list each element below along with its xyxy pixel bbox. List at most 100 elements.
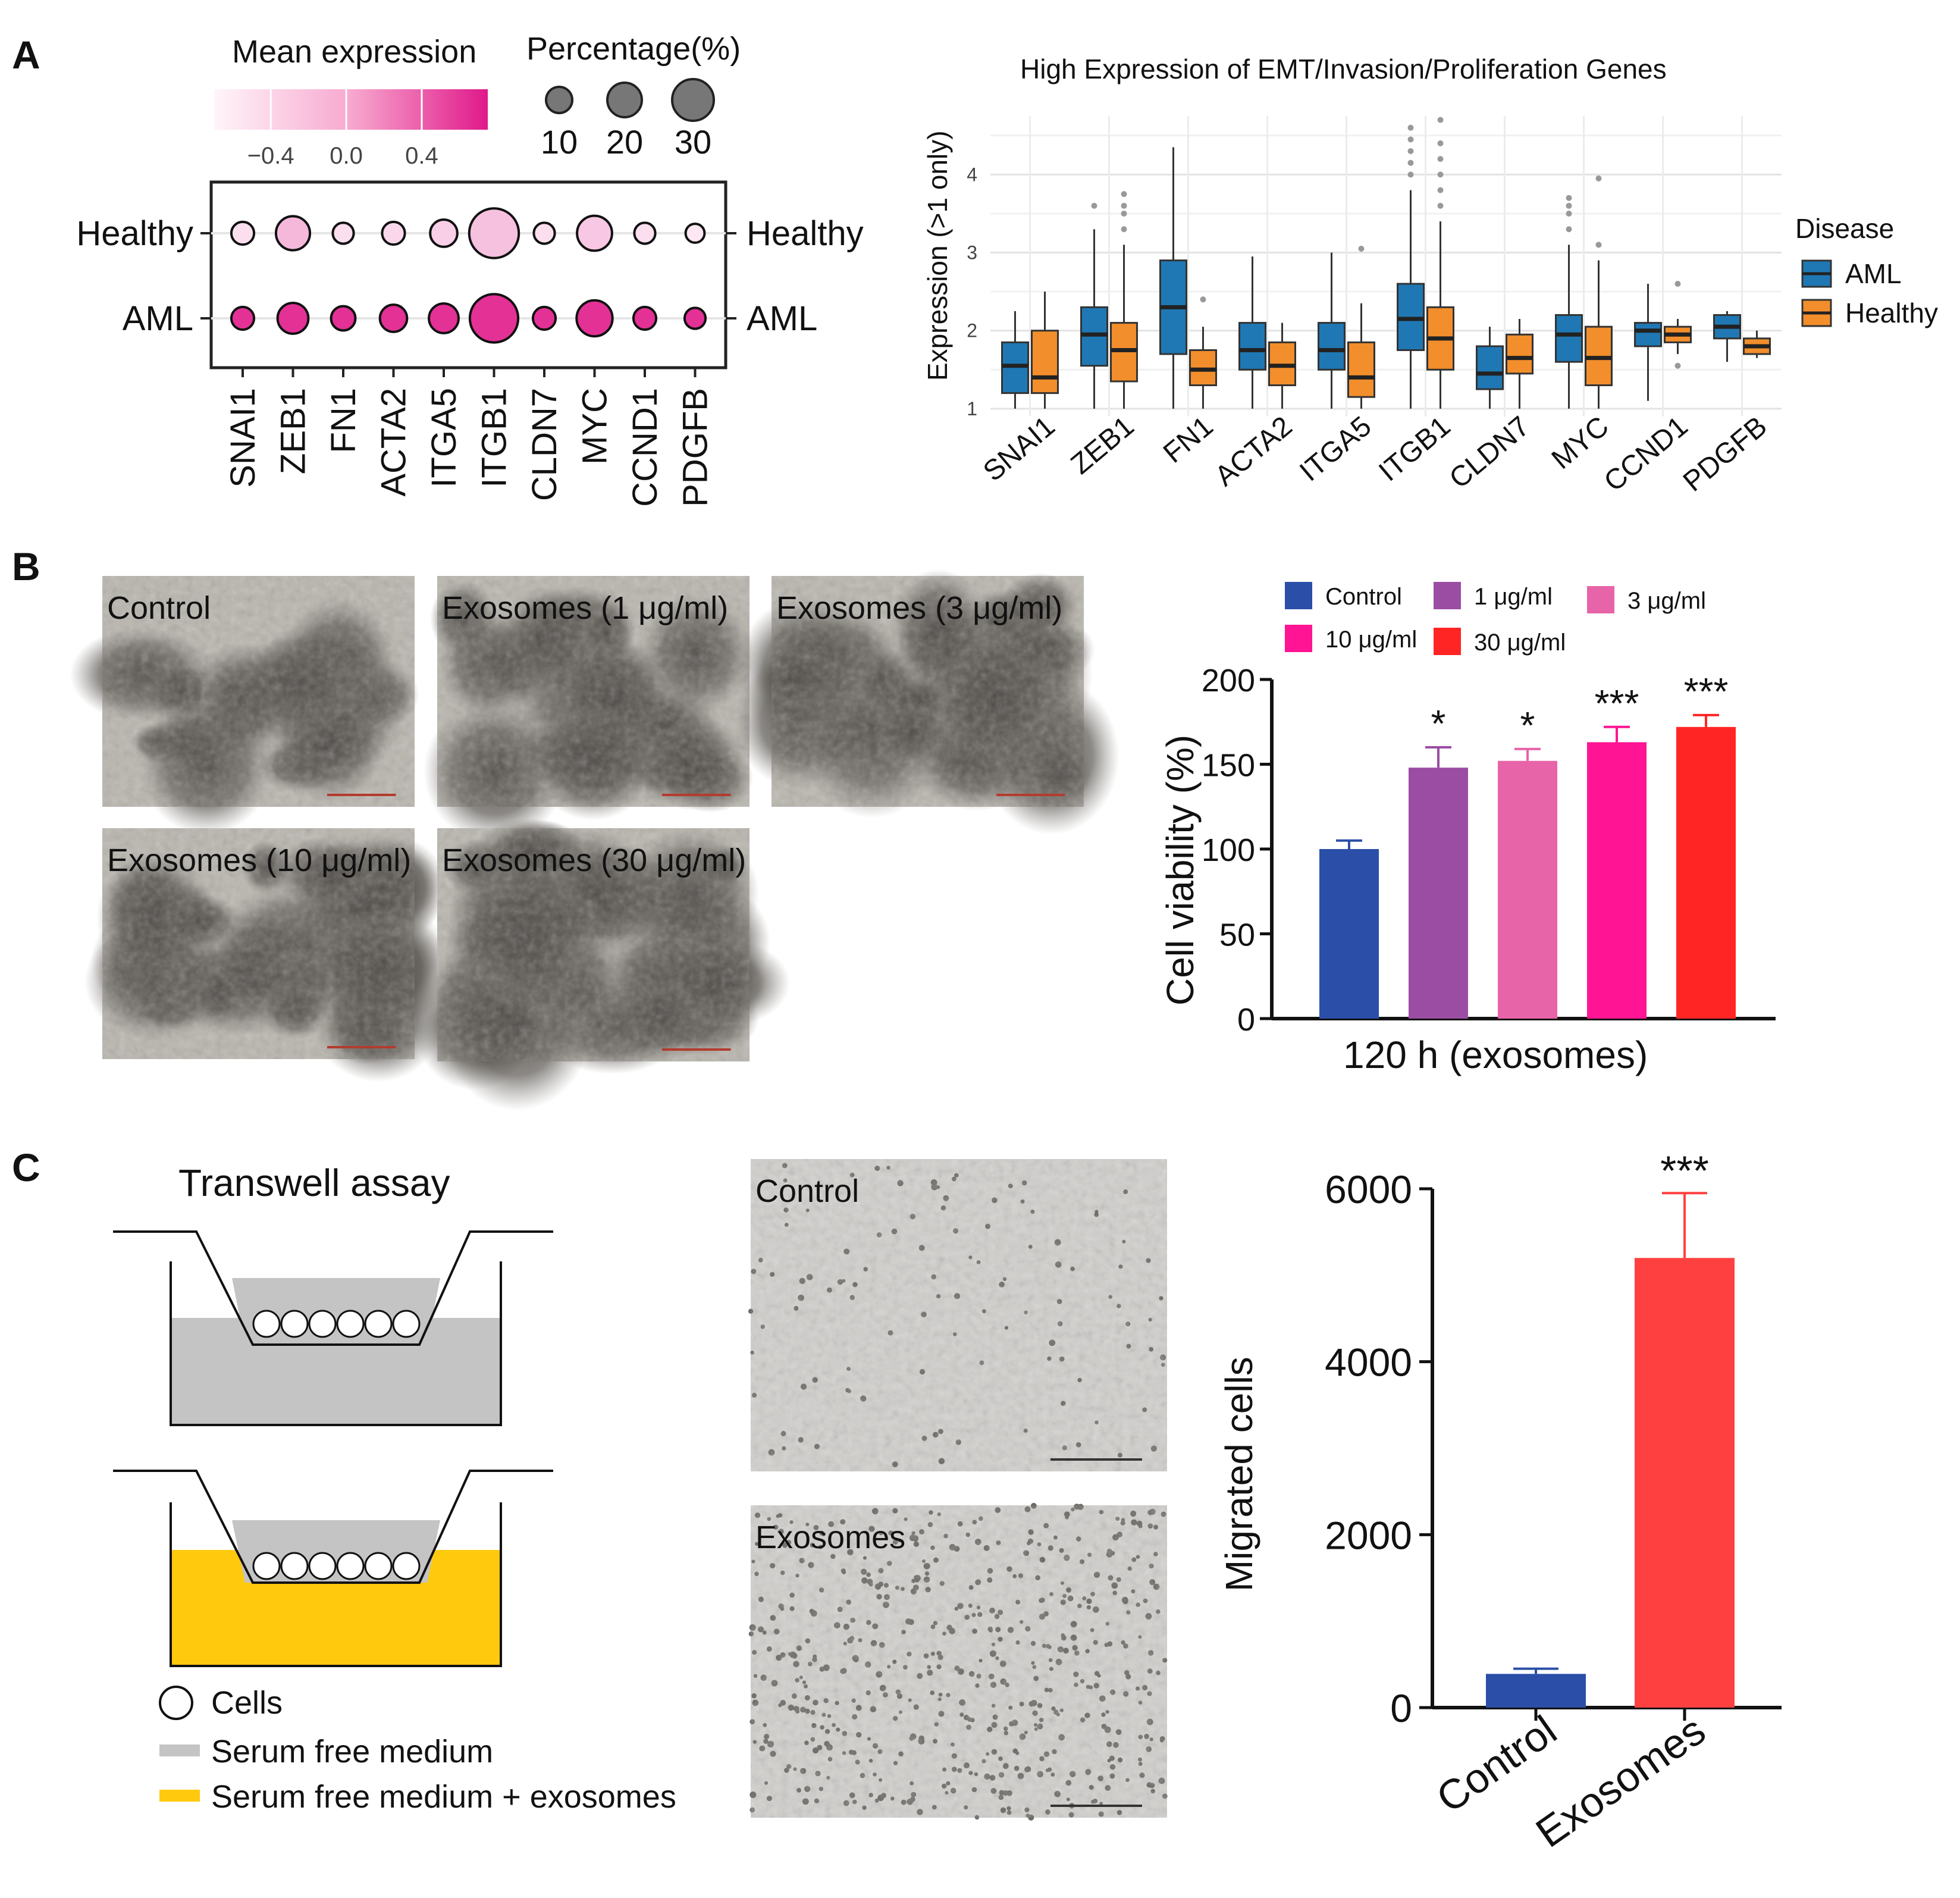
box-outlier xyxy=(1595,242,1602,248)
micrograph-grain xyxy=(102,828,415,1059)
dotplot-gene-label: SNAI1 xyxy=(224,388,262,488)
dotplot-dot xyxy=(331,221,355,245)
boxplot-gene-label: ZEB1 xyxy=(1065,411,1140,481)
micrographs-c: Control Exosomes xyxy=(748,1159,1168,1821)
legend-serum-free: Serum free medium xyxy=(211,1734,493,1769)
dotplot-dot xyxy=(230,220,256,246)
dotplot-gene-label: ZEB1 xyxy=(274,388,313,474)
dotplot-row-label-left: Healthy xyxy=(76,214,193,253)
transwell-cell xyxy=(308,1552,337,1580)
mean-colorbar-ticks: −0.4 0.0 0.4 xyxy=(247,89,438,169)
transwell-cell xyxy=(280,1552,309,1580)
micrograph-grain xyxy=(772,576,1084,807)
dotplot-dot xyxy=(276,302,310,335)
migration-bar xyxy=(1635,1258,1735,1708)
viability-legend-label: 30 μg/ml xyxy=(1474,629,1566,656)
dotplot-row-label-left: AML xyxy=(123,299,193,338)
micrograph-grain xyxy=(437,828,749,1061)
dotplot-dot xyxy=(683,306,707,330)
box-outlier xyxy=(1091,202,1097,209)
boxplot: High Expression of EMT/Invasion/Prolifer… xyxy=(922,54,1938,498)
box-iqr xyxy=(1318,322,1346,371)
panel-label-c: C xyxy=(12,1145,40,1189)
migration-category-label: Control xyxy=(1428,1706,1565,1821)
exosome-medium-legend-swatch xyxy=(159,1790,200,1802)
transwell-cell xyxy=(252,1552,281,1580)
micrograph-label: Exosomes (1 μg/ml) xyxy=(442,590,728,626)
migration-chart: Migrated cells 0 2000 4000 6000 ControlExoso… xyxy=(1218,1147,1782,1856)
micrograph: Exosomes (10 μg/ml) xyxy=(84,828,451,1082)
box-outlier xyxy=(1437,140,1444,146)
micrographs-b: Control Exosomes (1 μg/ml) Exosomes (3 μg/… xyxy=(70,569,1119,1111)
transwell-cell xyxy=(336,1552,365,1580)
dotplot-gene-label: CCND1 xyxy=(626,388,664,507)
dotplot-row-label-right: Healthy xyxy=(747,214,864,253)
dotplot-dot xyxy=(381,220,406,246)
box-outlier xyxy=(1121,202,1127,209)
transwell-diagram: Transwell assay Cells Serum free medium … xyxy=(113,1161,676,1815)
dotplot-frame xyxy=(209,180,727,369)
box-outlier xyxy=(1407,136,1414,143)
viability-y-tick-label: 0 xyxy=(1237,1002,1255,1038)
dotplot-gene-label: PDGFB xyxy=(676,388,715,507)
box-iqr xyxy=(1031,330,1059,394)
micrograph: Control xyxy=(748,1159,1167,1471)
viability-y-tick-label: 50 xyxy=(1219,917,1255,953)
boxplot-title: High Expression of EMT/Invasion/Prolifer… xyxy=(1020,54,1667,84)
micrograph-grain xyxy=(437,576,749,807)
viability-y-tick-label: 100 xyxy=(1202,832,1255,868)
viability-y-tick-label: 150 xyxy=(1202,748,1255,784)
cells-row-bottom xyxy=(252,1552,421,1580)
dotplot-gene-label: ITGA5 xyxy=(425,388,463,488)
mean-tick-label: −0.4 xyxy=(247,143,294,169)
viability-legend-label: Control xyxy=(1325,584,1402,610)
viability-legend-swatch xyxy=(1434,628,1461,655)
boxplot-legend-label: Healthy xyxy=(1845,297,1938,328)
viability-bar xyxy=(1587,742,1647,1019)
viability-significance: * xyxy=(1520,704,1535,747)
micrograph: Exosomes xyxy=(748,1502,1168,1821)
cells-row-top xyxy=(252,1310,421,1338)
box-outlier xyxy=(1674,362,1681,369)
viability-significance: *** xyxy=(1595,682,1639,725)
micrograph-grain xyxy=(751,1159,1167,1471)
percentage-legend-label: 10 xyxy=(541,123,578,161)
boxplot-gene-label: CCND1 xyxy=(1598,411,1694,498)
transwell-cell xyxy=(308,1310,337,1338)
viability-legend-swatch xyxy=(1587,586,1614,613)
dotplot-legend-mean: Mean expression −0.4 0.0 0.4 xyxy=(214,34,488,169)
boxplot-ylabel: Expression (>1 only) xyxy=(922,130,953,381)
dotplot-dot xyxy=(633,221,657,245)
boxplot-y-tick-label: 1 xyxy=(967,398,977,419)
box-outlier xyxy=(1121,226,1127,233)
boxplot-gene-label: FN1 xyxy=(1158,411,1219,469)
box-outlier xyxy=(1566,195,1572,201)
viability-legend-swatch xyxy=(1285,625,1312,652)
viability-legend-label: 3 μg/ml xyxy=(1627,588,1706,614)
dotplot-gene-label: CLDN7 xyxy=(525,388,564,501)
boxplot-gene-label: MYC xyxy=(1546,411,1615,475)
migration-y-tick-label: 6000 xyxy=(1325,1167,1412,1211)
dotplot: SNAI1 ZEB1 FN1 ACTA2 ITGA5 ITGB1 CLDN7 MYC CCND1… xyxy=(76,180,864,507)
cells-legend-icon xyxy=(159,1686,193,1720)
migration-y-tick-label: 4000 xyxy=(1325,1340,1412,1385)
dotplot-dot xyxy=(230,305,256,331)
dotplot-dot xyxy=(684,223,706,244)
micrograph-label: Exosomes xyxy=(755,1520,905,1555)
mean-tick-label: 0.0 xyxy=(330,143,363,169)
dotplot-legend-percentage: Percentage(%) 10 20 30 xyxy=(526,31,741,161)
box-outlier xyxy=(1566,226,1572,233)
dotplot-dot xyxy=(378,303,409,333)
box-outlier xyxy=(1437,187,1444,193)
box-outlier xyxy=(1121,191,1127,198)
legend-cells: Cells xyxy=(211,1685,283,1721)
transwell-cell xyxy=(364,1310,393,1338)
dotplot-dot xyxy=(576,214,613,252)
box-outlier xyxy=(1121,210,1127,217)
panel-label-a: A xyxy=(12,33,40,77)
box-outlier xyxy=(1407,171,1414,178)
migration-significance: *** xyxy=(1660,1147,1709,1194)
viability-legend-swatch xyxy=(1285,582,1312,609)
box-outlier xyxy=(1437,117,1444,123)
